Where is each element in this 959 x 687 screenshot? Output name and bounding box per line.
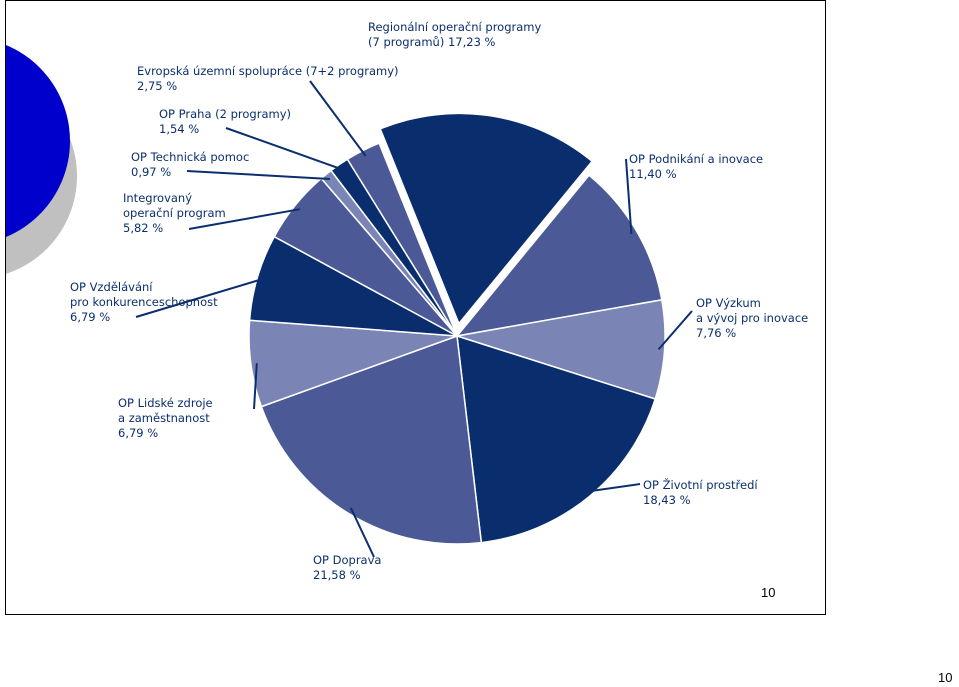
page-number: 10 <box>938 670 953 685</box>
leader-line <box>225 127 343 171</box>
leader-line <box>309 80 367 157</box>
slice-label: OP Technická pomoc 0,97 % <box>131 150 249 179</box>
slice-label: OP Životní prostředí 18,43 % <box>643 477 758 507</box>
leader-line <box>625 158 633 235</box>
leader-line <box>186 170 330 180</box>
slice-label: OP Lidské zdroje a zaměstnanost 6,79 % <box>118 396 213 440</box>
slice-label: OP Výzkum a vývoj pro inovace 7,76 % <box>696 296 808 340</box>
pie-slice <box>456 298 666 400</box>
pie-chart: Regionální operační programy (7 programů)… <box>6 20 808 582</box>
blue-circle <box>6 45 70 237</box>
decorative-circle <box>6 45 77 274</box>
leader-line <box>585 483 641 493</box>
slice-label: OP Podnikání a inovace 11,40 % <box>629 152 763 181</box>
pie-slice <box>260 334 483 545</box>
pie-slice <box>456 334 657 544</box>
leader-line <box>253 363 258 410</box>
leader-line <box>349 507 375 558</box>
slice-label: OP Vzdělávání pro konkurenceschopnost 6,79… <box>70 280 218 324</box>
slice-label: Regionální operační programy (7 programů)… <box>368 20 541 49</box>
leader-line <box>657 310 693 351</box>
pie-slice <box>455 174 663 338</box>
pie-slice <box>381 114 592 323</box>
slice-label: Integrovaný operační program 5,82 % <box>123 191 226 235</box>
leader-line <box>188 208 300 230</box>
pie-slice <box>346 142 458 337</box>
leader-line <box>135 277 264 318</box>
slice-label: OP Doprava 21,58 % <box>313 553 381 582</box>
slide-frame: Regionální operační programy (7 programů)… <box>5 0 826 615</box>
slice-label: Evropská územní spolupráce (7+2 programy… <box>137 64 399 93</box>
slide-page-number: 10 <box>761 585 776 600</box>
slice-label: OP Praha (2 programy) 1,54 % <box>159 107 291 136</box>
